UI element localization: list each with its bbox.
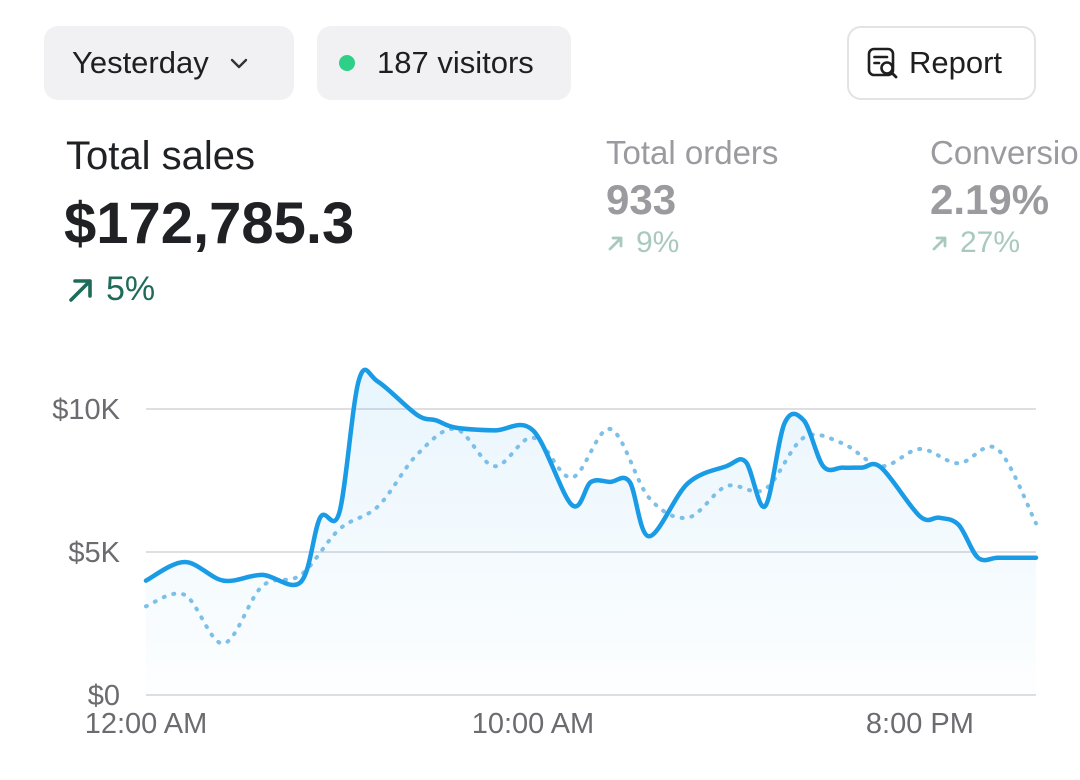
sales-series-area — [146, 369, 1036, 695]
x-tick-label: 12:00 AM — [85, 708, 208, 740]
total-sales-label: Total sales — [66, 134, 255, 178]
total-sales-value: $172,785.3 — [64, 191, 355, 256]
date-range-label: Yesterday — [72, 45, 209, 80]
comparison-series-line — [144, 426, 1038, 646]
total-orders-change: 9% — [606, 226, 679, 260]
total-orders-change-value: 9% — [636, 226, 680, 259]
visitors-count: 187 visitors — [377, 45, 534, 80]
arrow-up-right-icon — [930, 233, 950, 253]
report-label: Report — [909, 45, 1003, 80]
arrow-up-right-icon — [66, 275, 96, 305]
visitors-badge[interactable]: 187 visitors — [317, 26, 571, 100]
report-search-icon — [865, 45, 901, 81]
total-orders-label: Total orders — [606, 134, 779, 171]
report-button[interactable]: Report — [847, 26, 1036, 100]
conversion-label: Conversion — [930, 134, 1080, 171]
conversion-change-value: 27% — [960, 226, 1021, 259]
conversion-change: 27% — [930, 226, 1020, 260]
total-orders-value: 933 — [606, 176, 677, 223]
y-tick-label: $10K — [52, 394, 120, 426]
date-range-dropdown[interactable]: Yesterday — [44, 26, 294, 100]
y-tick-label: $5K — [68, 537, 120, 569]
x-tick-label: 10:00 AM — [472, 708, 595, 740]
y-tick-label: $0 — [88, 680, 120, 712]
total-sales-change-value: 5% — [106, 270, 156, 308]
x-tick-label: 8:00 PM — [866, 708, 974, 740]
arrow-up-right-icon — [606, 233, 626, 253]
sales-series-line — [143, 367, 1039, 588]
conversion-value: 2.19% — [930, 176, 1050, 223]
total-sales-change: 5% — [66, 270, 155, 309]
live-status-dot — [339, 55, 355, 71]
chevron-down-icon — [227, 51, 251, 75]
